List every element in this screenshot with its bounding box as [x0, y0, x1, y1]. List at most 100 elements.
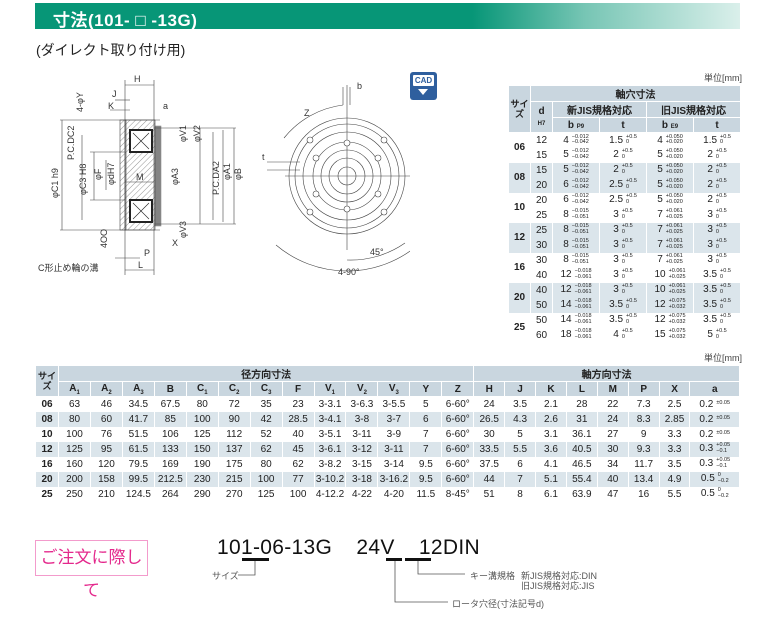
- value-cell: 3-8: [345, 411, 379, 427]
- value-cell: 80: [58, 411, 91, 427]
- value-cell: 6-60°: [441, 396, 475, 412]
- download-arrow-icon: [418, 89, 428, 95]
- b-e9-cell: 4 +0.050 +0.020: [646, 132, 694, 148]
- t-old-cell: 3.5 +0.5 0: [692, 297, 742, 313]
- b-e9-cell: 12 +0.075 +0.032: [646, 297, 694, 313]
- t-new-cell: 3.5 +0.5 0: [599, 297, 647, 313]
- a-cell: 0.2 ±0.05: [689, 411, 740, 427]
- value-cell: 5.5: [504, 441, 537, 457]
- size-cell: 16: [34, 456, 60, 472]
- value-cell: 90: [217, 411, 251, 427]
- snap-ring-groove-label: C形止め輪の溝: [38, 262, 99, 273]
- column-header-c2: C2: [217, 381, 251, 397]
- shaft-hole-table: サイズ 軸穴寸法 d H7 新JIS規格対応 旧JIS規格対応 b P9 t b E9 t 0…: [508, 85, 742, 343]
- column-header-p: P: [627, 381, 660, 397]
- dim-PCD-A2: P.C.DA2: [211, 161, 221, 195]
- value-cell: 150: [185, 441, 219, 457]
- table-row: 20 40 12 −0.018 −0.061 3 +0.5 0 10 +0.061 +0.025 3.…: [508, 282, 742, 313]
- t-old-cell: 2 +0.5 0: [692, 162, 742, 178]
- value-cell: 7: [409, 441, 443, 457]
- value-cell: 62: [249, 441, 283, 457]
- section-title: 寸法(101- □ -13G): [53, 11, 198, 30]
- t-new-cell: 2.5 +0.5 0: [599, 192, 647, 208]
- d-cell: 20: [530, 177, 553, 193]
- dim-B: φB: [233, 168, 243, 180]
- a-cell: 0.3 +0.05 −0.1: [689, 441, 740, 457]
- column-header-v3: V3: [377, 381, 411, 397]
- t-new-cell: 3 +0.5 0: [599, 222, 647, 238]
- value-cell: 3-18: [345, 471, 379, 487]
- value-cell: 9.5: [409, 471, 443, 487]
- dimension-table: サイズ 径方向寸法 軸方向寸法 A1 A2 A3 B C1 C2 C3 F V1 V2 V3 Y Z H J K L…: [34, 365, 740, 502]
- old-jis-header: 旧JIS規格対応: [645, 101, 742, 118]
- d-cell: 25: [530, 222, 553, 238]
- side-view-drawing: H J K a 4-φY φV1 φV2 P.C.DC2 φC1 h9 φC3 …: [38, 74, 243, 275]
- table-row: 20 6 −0.012 −0.042 2.5 +0.5 0 5 +0.050 +0.020 2 +0.…: [509, 177, 742, 193]
- column-header-c3: C3: [249, 381, 283, 397]
- t-old-cell: 3 +0.5 0: [692, 237, 742, 253]
- b-e9-cell: 5 +0.050 +0.020: [646, 162, 694, 178]
- dim-C1: φC1 h9: [50, 168, 60, 198]
- new-jis-header: 新JIS規格対応: [552, 101, 647, 118]
- size-cell: 06: [34, 396, 60, 412]
- value-cell: 215: [217, 471, 251, 487]
- key-spec-new: 新JIS規格対応:DIN: [521, 571, 598, 581]
- value-cell: 3-10.2: [313, 471, 347, 487]
- dim-4OO: 4OO: [99, 229, 109, 248]
- dim-45-deg: 45°: [370, 247, 384, 257]
- d-cell: 40: [530, 282, 553, 298]
- code-bore: 12: [418, 536, 443, 559]
- t-new-cell: 2.5 +0.5 0: [599, 177, 647, 193]
- table-row: 60 18 −0.018 −0.061 4 +0.5 0 15 +0.075 +0.032 5 +0.…: [509, 327, 742, 343]
- d-cell: 30: [530, 237, 553, 253]
- dim-L: L: [138, 260, 143, 270]
- b-e9-cell: 10 +0.061 +0.025: [646, 282, 694, 298]
- value-cell: 7: [504, 471, 537, 487]
- bore-label: ロータ穴径(寸法記号d): [452, 599, 545, 609]
- b-p9-header: b P9: [552, 117, 600, 133]
- value-cell: 8.3: [627, 411, 660, 427]
- t-old-cell: 1.5 +0.5 0: [692, 132, 742, 148]
- value-cell: 100: [249, 471, 283, 487]
- dim-A3: φA3: [170, 168, 180, 185]
- value-cell: 9.3: [627, 441, 660, 457]
- value-cell: 95: [89, 441, 123, 457]
- table-row: 08 80 60 41.7 85 100 90 42 28.5 3-4.1 3-8 3-7 6 6-60°…: [34, 411, 740, 427]
- order-notes-button[interactable]: ご注文に際して: [35, 540, 148, 600]
- b-p9-cell: 6 −0.012 −0.042: [552, 177, 600, 193]
- value-cell: 137: [217, 441, 251, 457]
- value-cell: 77: [281, 471, 315, 487]
- dim-Z: Z: [304, 108, 310, 118]
- dim-unit-label: 単位[mm]: [704, 353, 742, 363]
- b-p9-cell: 6 −0.012 −0.042: [552, 192, 600, 208]
- dim-4-90-deg: 4-90°: [338, 267, 360, 277]
- table-row: 25 8 −0.015 −0.051 3 +0.5 0 7 +0.061 +0.025 3 +0.5 0: [509, 207, 742, 223]
- value-cell: 4.3: [504, 411, 537, 427]
- table-row: 06 63 46 34.5 67.5 80 72 35 23 3-3.1 3-6.3 3-5.5 5 6-…: [34, 396, 740, 412]
- b-p9-cell: 12 −0.018 −0.061: [552, 282, 600, 298]
- b-p9-cell: 5 −0.012 −0.042: [552, 147, 600, 163]
- t-old-cell: 5 +0.5 0: [692, 327, 742, 343]
- size-cell: 12: [34, 441, 60, 457]
- value-cell: 6-60°: [441, 471, 475, 487]
- table-row: 25 50 14 −0.018 −0.061 3.5 +0.5 0 12 +0.075 +0.032…: [508, 312, 742, 343]
- column-header-k: K: [535, 381, 567, 397]
- b-e9-cell: 10 +0.061 +0.025: [646, 267, 694, 283]
- a-cell: 0.2 ±0.05: [689, 396, 740, 412]
- dim-d-H7: φdH7: [106, 163, 116, 185]
- section-subtitle: (ダイレクト取り付け用): [36, 42, 186, 58]
- b-e9-cell: 15 +0.075 +0.032: [646, 327, 694, 343]
- value-cell: 41.7: [121, 411, 155, 427]
- value-cell: 40.5: [565, 441, 598, 457]
- cad-download-button[interactable]: CAD: [410, 72, 437, 100]
- t-new-cell: 3 +0.5 0: [599, 282, 647, 298]
- t-old-cell: 3 +0.5 0: [692, 222, 742, 238]
- value-cell: 42: [249, 411, 283, 427]
- column-header-l: L: [565, 381, 598, 397]
- a-cell: 0.5 0 −0.2: [689, 486, 740, 502]
- t-old-cell: 3.5 +0.5 0: [692, 282, 742, 298]
- value-cell: 3.3: [658, 426, 691, 442]
- value-cell: 2.5: [658, 396, 691, 412]
- value-cell: 3-16.2: [377, 471, 411, 487]
- b-p9-cell: 8 −0.015 −0.051: [552, 222, 600, 238]
